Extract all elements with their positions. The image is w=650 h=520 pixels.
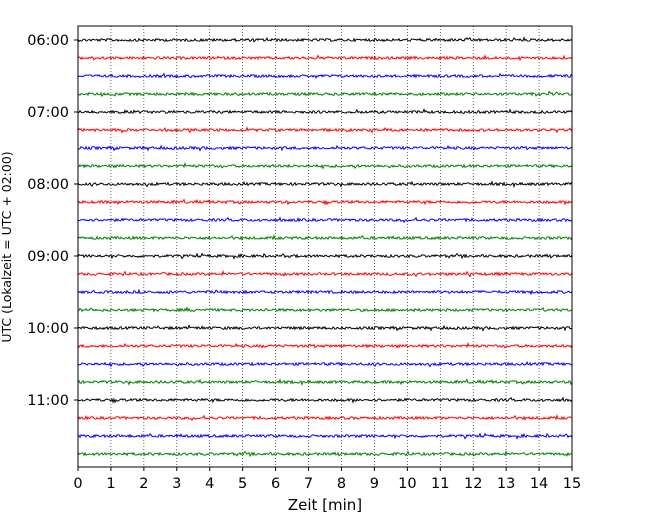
x-tick-label-2: 2 xyxy=(139,476,148,492)
x-tick-label-1: 1 xyxy=(106,476,115,492)
trace-layer xyxy=(77,36,573,458)
trace-12 xyxy=(77,252,573,260)
x-tick-label-5: 5 xyxy=(238,476,247,492)
trace-5 xyxy=(77,126,573,134)
trace-10 xyxy=(77,216,573,224)
x-tick-label-14: 14 xyxy=(530,476,548,492)
trace-17 xyxy=(77,341,573,349)
y-tick-label-08:00: 08:00 xyxy=(27,177,69,193)
trace-23 xyxy=(77,449,573,458)
y-tick-label-09:00: 09:00 xyxy=(27,249,69,265)
trace-18 xyxy=(77,360,573,368)
x-tick-label-7: 7 xyxy=(304,476,313,492)
x-tick-label-15: 15 xyxy=(563,476,581,492)
x-tick-label-9: 9 xyxy=(370,476,379,492)
x-tick-label-4: 4 xyxy=(205,476,214,492)
y-axis: 06:00 07:00 08:00 09:00 10:00 11:00 xyxy=(27,33,78,409)
trace-2 xyxy=(77,72,573,80)
trace-11 xyxy=(77,233,573,241)
x-axis: 0 1 2 3 4 5 6 7 8 9 10 11 12 13 14 15 xyxy=(73,467,581,492)
trace-0 xyxy=(77,36,573,43)
plot-frame xyxy=(77,25,573,468)
x-tick-label-0: 0 xyxy=(73,476,82,492)
trace-15 xyxy=(77,306,573,313)
trace-19 xyxy=(77,378,573,387)
y-tick-label-07:00: 07:00 xyxy=(27,105,69,121)
trace-21 xyxy=(77,413,573,422)
trace-22 xyxy=(77,432,573,440)
x-tick-label-6: 6 xyxy=(271,476,280,492)
trace-6 xyxy=(77,144,573,152)
x-tick-label-13: 13 xyxy=(497,476,515,492)
trace-20 xyxy=(77,396,573,404)
x-tick-label-3: 3 xyxy=(172,476,181,492)
x-tick-label-11: 11 xyxy=(431,476,449,492)
trace-9 xyxy=(77,198,573,206)
x-tick-label-12: 12 xyxy=(464,476,482,492)
trace-7 xyxy=(77,161,573,170)
trace-13 xyxy=(77,269,573,278)
y-axis-label: UTC (Lokalzeit = UTC + 02:00) xyxy=(0,151,14,342)
trace-1 xyxy=(77,54,573,62)
x-tick-label-8: 8 xyxy=(337,476,346,492)
y-tick-label-10:00: 10:00 xyxy=(27,321,69,337)
trace-16 xyxy=(77,324,573,332)
x-tick-label-10: 10 xyxy=(398,476,416,492)
trace-8 xyxy=(77,180,573,189)
x-axis-label: Zeit [min] xyxy=(288,496,362,514)
trace-3 xyxy=(77,90,573,98)
y-tick-label-11:00: 11:00 xyxy=(27,393,69,409)
y-tick-label-06:00: 06:00 xyxy=(27,33,69,49)
trace-4 xyxy=(77,108,573,115)
trace-14 xyxy=(77,288,573,296)
